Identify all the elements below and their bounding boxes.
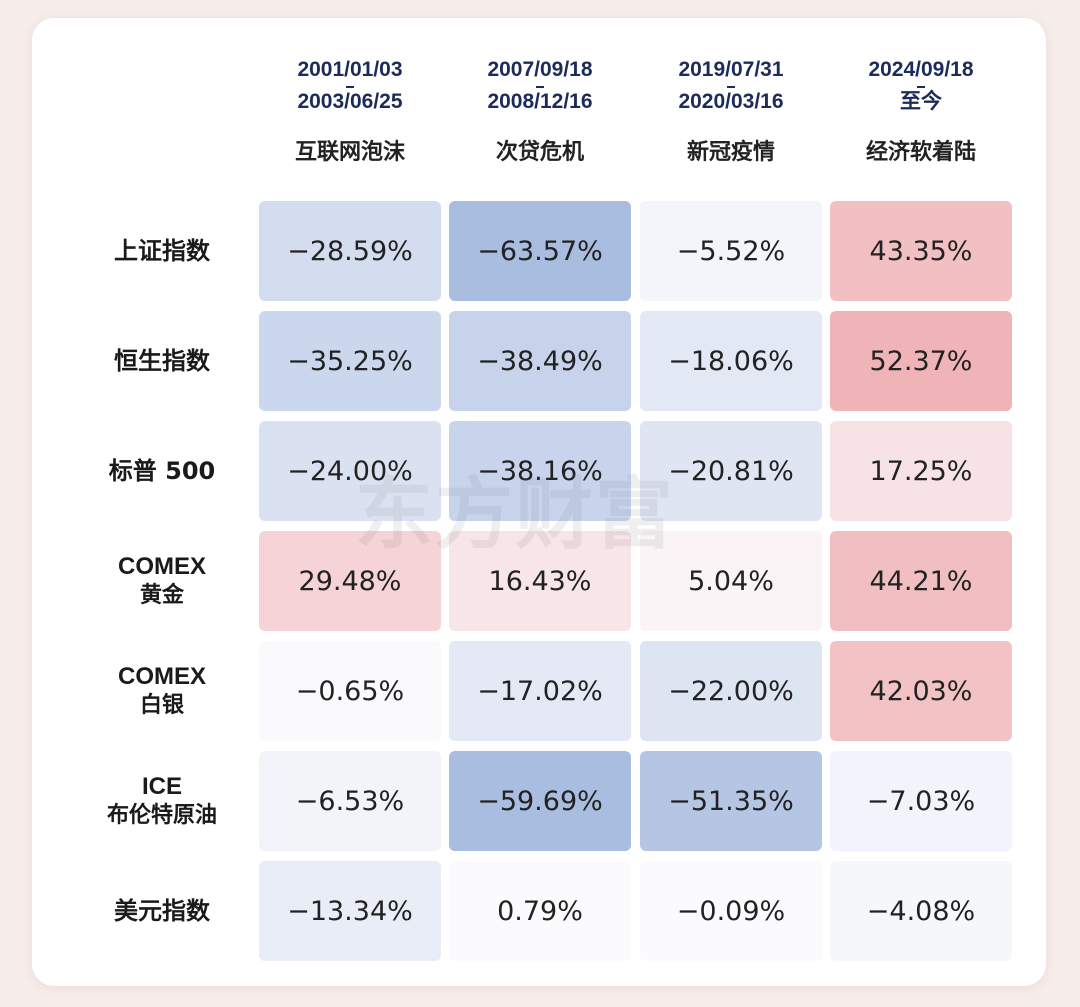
row-label: 上证指数 xyxy=(62,201,262,301)
table-cell: −38.16% xyxy=(449,421,631,521)
period-start: 2007/09/18 xyxy=(487,58,593,81)
table-cell: −6.53% xyxy=(259,751,441,851)
table-cell: 43.35% xyxy=(830,201,1012,301)
table-cell: −22.00% xyxy=(640,641,822,741)
table-cell: −51.35% xyxy=(640,751,822,851)
period-end: 2020/03/16 xyxy=(678,90,784,113)
table-cell: −63.57% xyxy=(449,201,631,301)
event-name: 经济软着陆 xyxy=(865,140,976,165)
table-cell: 44.21% xyxy=(830,531,1012,631)
table-cell: −17.02% xyxy=(449,641,631,741)
table-cell: −7.03% xyxy=(830,751,1012,851)
row-label: 恒生指数 xyxy=(62,311,262,411)
row-label-line2: 黄金 xyxy=(139,583,184,608)
table-cell: 16.43% xyxy=(449,531,631,631)
column-header: 2001/01/03 2003/06/25 互联网泡沫 xyxy=(259,58,441,166)
row-label-line2: 布伦特原油 xyxy=(106,803,217,828)
date-separator xyxy=(830,82,1012,90)
event-name: 互联网泡沫 xyxy=(294,140,405,165)
date-separator xyxy=(259,82,441,90)
row-label: COMEX 白银 xyxy=(62,641,262,741)
table-cell: 5.04% xyxy=(640,531,822,631)
table-cell: −13.34% xyxy=(259,861,441,961)
period-end: 2003/06/25 xyxy=(297,90,403,113)
period-end: 至今 xyxy=(900,90,942,113)
row-label: 美元指数 xyxy=(62,861,262,961)
date-separator xyxy=(449,82,631,90)
table-cell: 29.48% xyxy=(259,531,441,631)
row-label-line1: COMEX xyxy=(117,553,206,580)
table-cell: −0.65% xyxy=(259,641,441,741)
column-header: 2019/07/31 2020/03/16 新冠疫情 xyxy=(640,58,822,166)
row-label-line1: 恒生指数 xyxy=(114,347,210,375)
table-cell: −59.69% xyxy=(449,751,631,851)
table-cell: −28.59% xyxy=(259,201,441,301)
row-label-line2: 白银 xyxy=(139,693,184,718)
period-start: 2019/07/31 xyxy=(678,58,784,81)
row-label-line1: ICE xyxy=(141,773,182,800)
column-header: 2007/09/18 2008/12/16 次贷危机 xyxy=(449,58,631,166)
table-cell: 52.37% xyxy=(830,311,1012,411)
table-cell: −0.09% xyxy=(640,861,822,961)
table-cell: −4.08% xyxy=(830,861,1012,961)
row-label: 标普 500 xyxy=(62,421,262,521)
row-label-line1: 标普 500 xyxy=(108,457,216,485)
period-start: 2001/01/03 xyxy=(297,58,403,81)
column-header: 2024/09/18 至今经济软着陆 xyxy=(830,58,1012,166)
row-label-line1: COMEX xyxy=(117,663,206,690)
period-end: 2008/12/16 xyxy=(487,90,593,113)
row-label-line1: 美元指数 xyxy=(114,897,210,925)
table-cell: −18.06% xyxy=(640,311,822,411)
row-label: COMEX 黄金 xyxy=(62,531,262,631)
table-cell: −35.25% xyxy=(259,311,441,411)
table-cell: −38.49% xyxy=(449,311,631,411)
table-cell: −24.00% xyxy=(259,421,441,521)
period-start: 2024/09/18 xyxy=(868,58,974,81)
table-cell: −5.52% xyxy=(640,201,822,301)
row-label-line1: 上证指数 xyxy=(114,237,210,265)
date-separator xyxy=(640,82,822,90)
event-name: 次贷危机 xyxy=(495,140,584,165)
row-label: ICE 布伦特原油 xyxy=(62,751,262,851)
table-cell: 0.79% xyxy=(449,861,631,961)
table-cell: 42.03% xyxy=(830,641,1012,741)
table-cell: −20.81% xyxy=(640,421,822,521)
table-cell: 17.25% xyxy=(830,421,1012,521)
event-name: 新冠疫情 xyxy=(686,140,775,165)
